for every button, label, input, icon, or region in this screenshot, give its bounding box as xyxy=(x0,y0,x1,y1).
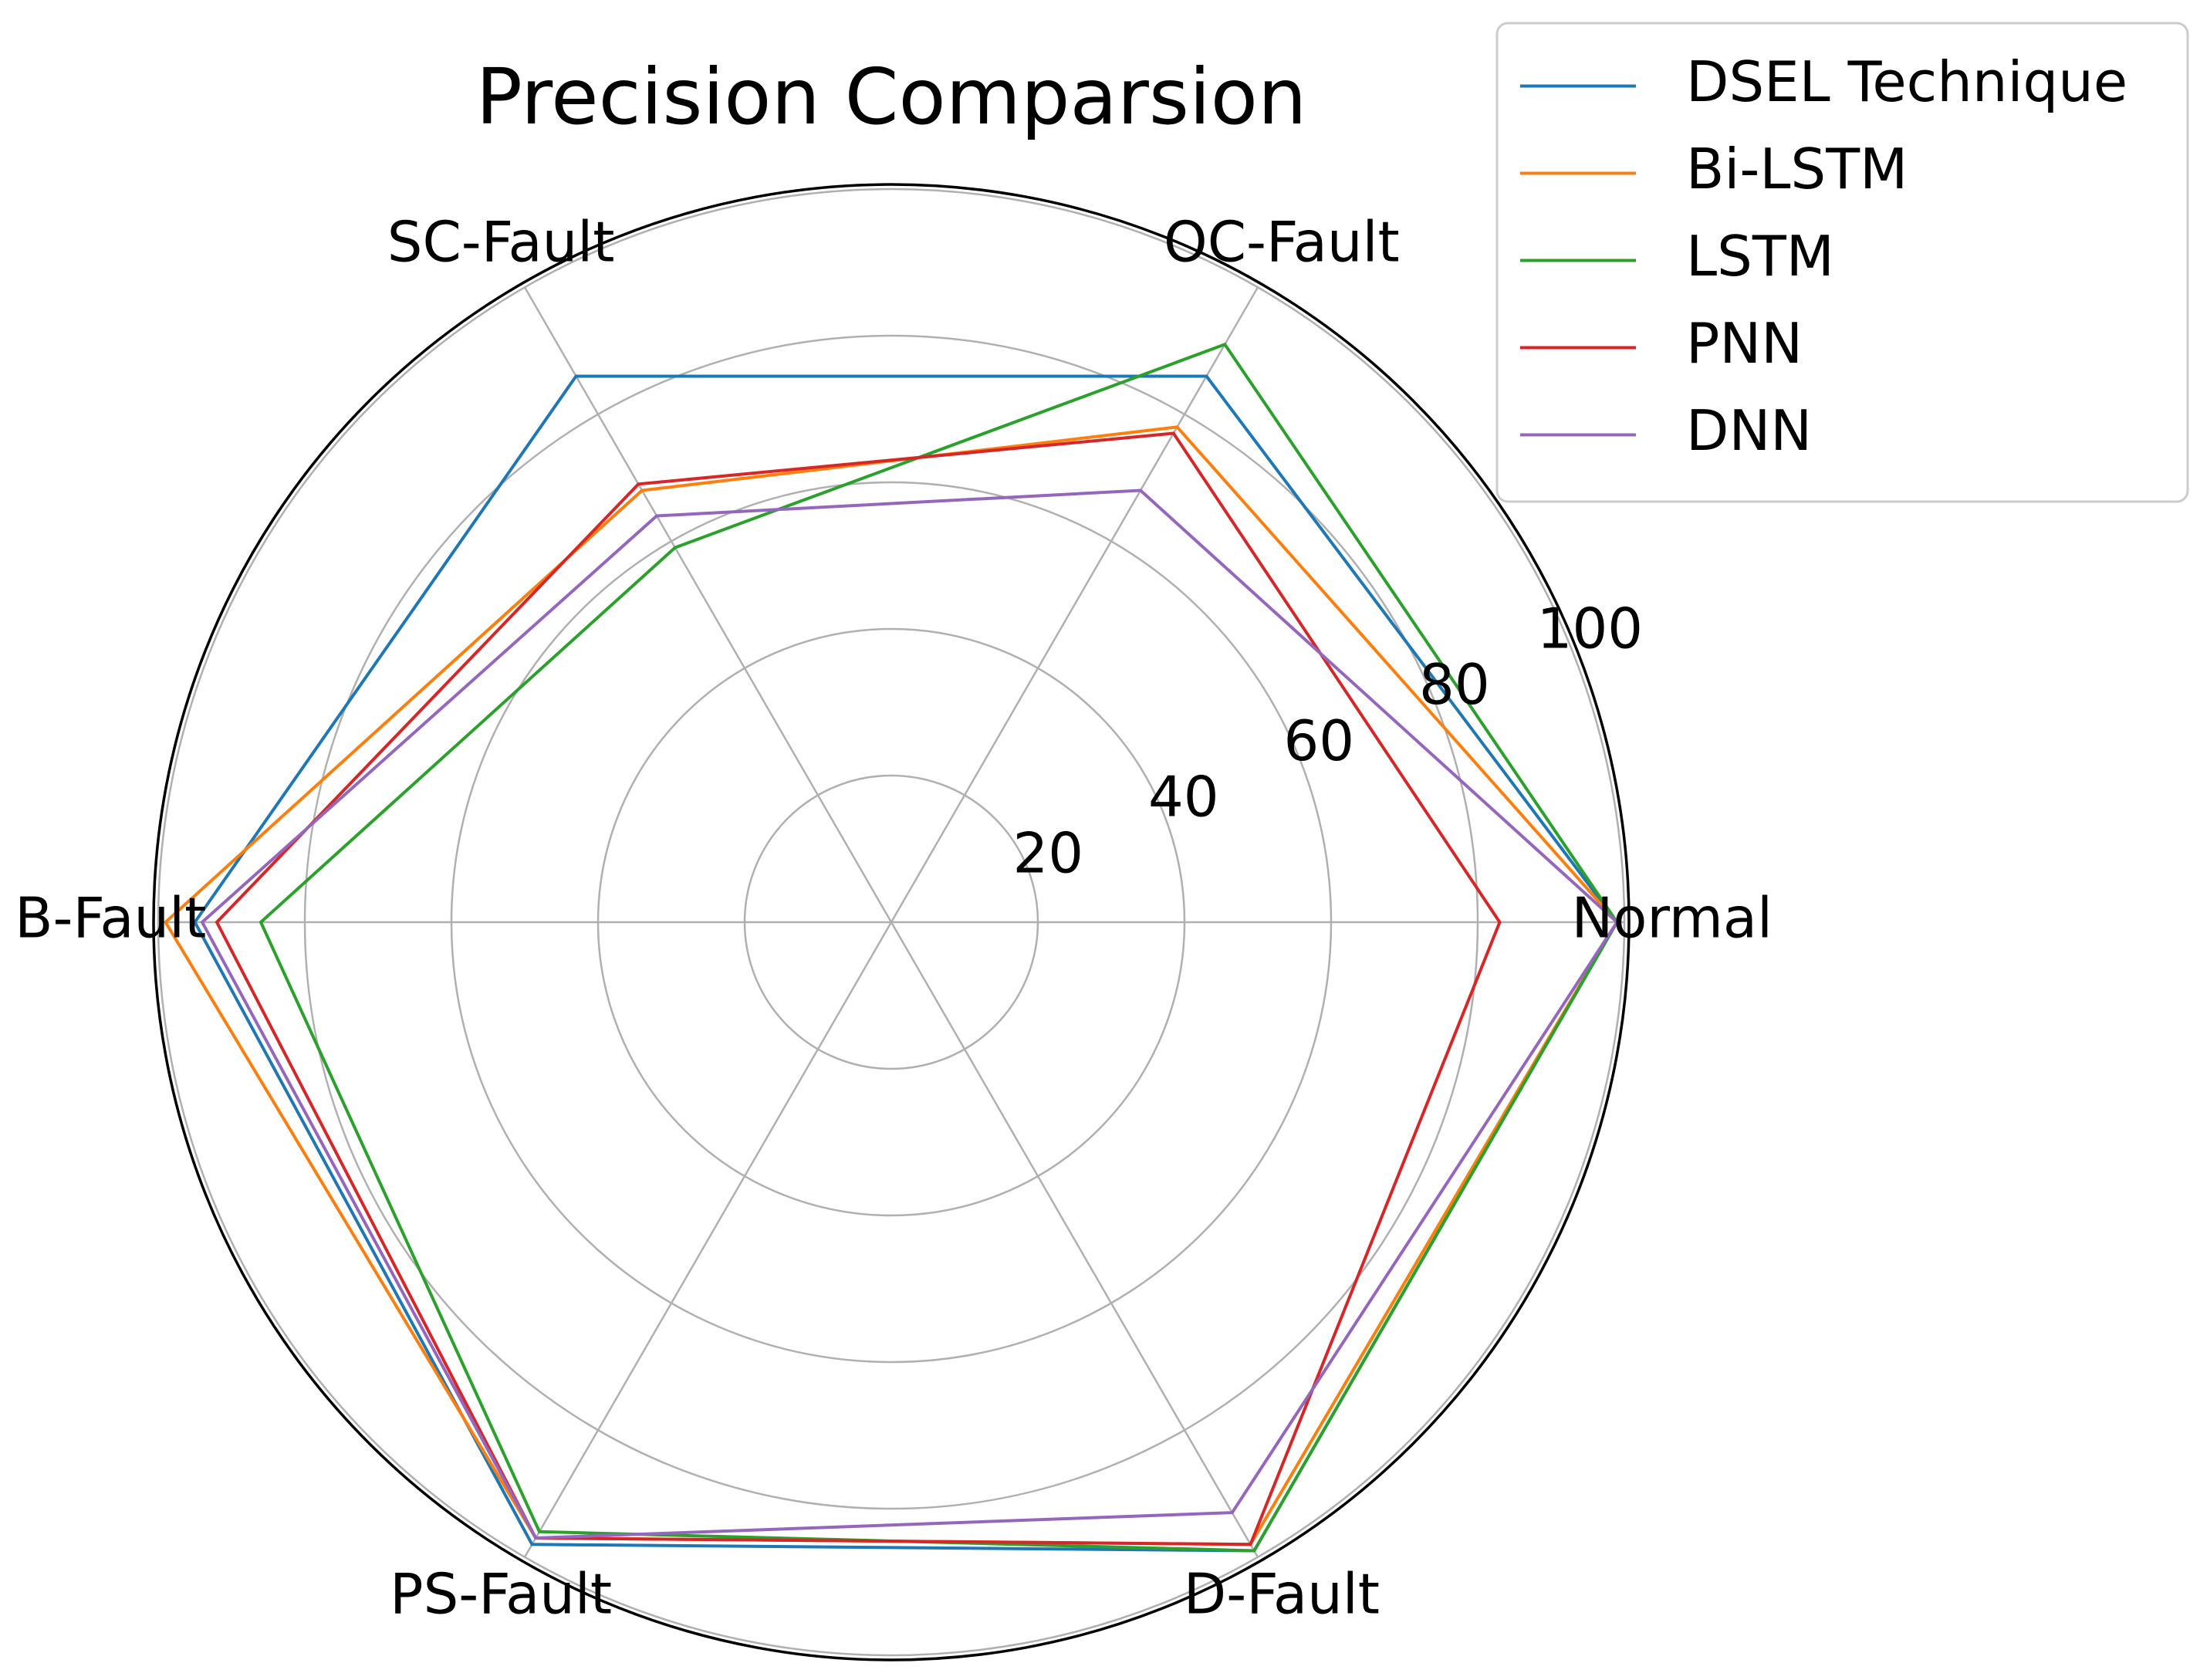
polar-frame xyxy=(152,183,1631,1661)
series-line-lstm xyxy=(259,342,1619,1553)
legend: DSEL Technique Bi-LSTM LSTM PNN DNN xyxy=(1495,22,2189,503)
radar-labels: Normal OC-Fault SC-Fault B-Fault PS-Fault D-F… xyxy=(15,209,1773,1626)
series-line-dsel-technique xyxy=(193,374,1619,1553)
r-tick-label-20: 20 xyxy=(1012,820,1083,885)
category-label-b-fault: B-Fault xyxy=(15,886,206,951)
r-tick-label-60: 60 xyxy=(1284,708,1355,773)
r-tick-label-80: 80 xyxy=(1419,652,1490,717)
spoke-ps-fault xyxy=(523,921,893,1558)
spoke-sc-fault xyxy=(523,286,893,923)
spoke-d-fault xyxy=(890,921,1259,1558)
radar-grid xyxy=(152,183,1631,1661)
r-tick-label-40: 40 xyxy=(1148,765,1219,830)
legend-label-2: LSTM xyxy=(1686,224,1834,289)
r-tick-label-100: 100 xyxy=(1537,596,1643,661)
category-label-sc-fault: SC-Fault xyxy=(387,209,615,274)
series-line-pnn xyxy=(215,431,1502,1546)
category-label-normal: Normal xyxy=(1571,886,1773,951)
legend-label-1: Bi-LSTM xyxy=(1686,137,1908,201)
category-label-d-fault: D-Fault xyxy=(1184,1562,1380,1627)
legend-label-0: DSEL Technique xyxy=(1686,49,2127,114)
series-line-bi-lstm xyxy=(163,425,1619,1546)
radar-series xyxy=(163,342,1620,1553)
category-label-oc-fault: OC-Fault xyxy=(1164,209,1400,274)
series-line-dnn xyxy=(200,488,1620,1540)
chart-title: Precision Comparsion xyxy=(476,52,1307,142)
legend-label-4: DNN xyxy=(1686,398,1812,463)
category-label-ps-fault: PS-Fault xyxy=(390,1562,612,1627)
spoke-oc-fault xyxy=(890,286,1259,923)
legend-label-3: PNN xyxy=(1686,311,1803,376)
legend-frame xyxy=(1495,22,2189,503)
